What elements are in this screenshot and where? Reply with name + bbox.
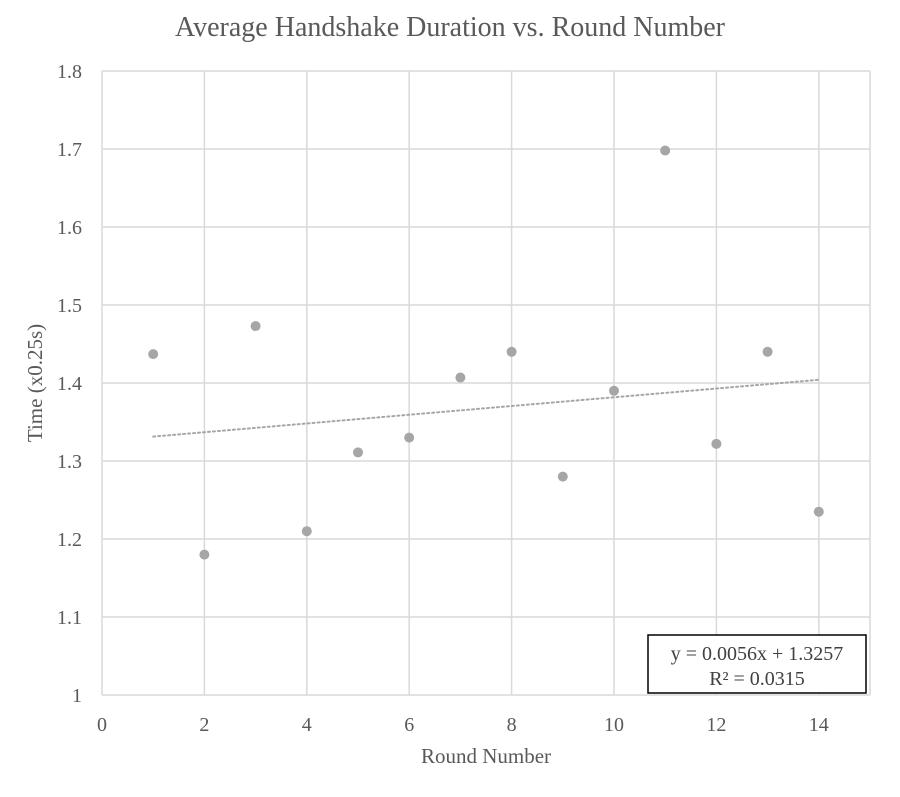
y-tick-label: 1.6 [57, 217, 82, 239]
trendline [152, 378, 820, 438]
data-point [301, 526, 312, 537]
y-tick-label: 1.7 [57, 139, 82, 161]
gridlines [102, 70, 871, 695]
data-point [199, 549, 210, 560]
chart-title: Average Handshake Duration vs. Round Num… [175, 12, 726, 43]
data-point [506, 346, 517, 357]
x-tick-label: 6 [404, 714, 414, 736]
y-axis-title: Time (x0.25s) [23, 324, 47, 442]
x-tick-label: 0 [97, 714, 107, 736]
trendline-layer [152, 378, 820, 438]
data-point [353, 447, 363, 458]
data-point [404, 432, 415, 443]
y-tick-label: 1.2 [57, 529, 82, 551]
axes [101, 71, 870, 696]
x-axis-title: Round Number [421, 744, 551, 768]
y-tick-label: 1.4 [57, 373, 82, 395]
x-tick-label: 8 [507, 714, 517, 736]
data-point [455, 372, 466, 383]
data-point [660, 145, 671, 156]
y-tick-label: 1.5 [57, 295, 82, 317]
data-point [609, 385, 619, 396]
x-tick-label: 4 [302, 714, 312, 736]
y-tick-label: 1.8 [57, 61, 82, 83]
data-point [250, 321, 261, 332]
data-point [711, 438, 722, 449]
data-point [813, 506, 824, 517]
data-point [557, 471, 568, 482]
trendline-equation-box: y = 0.0056x + 1.3257 R² = 0.0315 [647, 634, 867, 694]
y-tick-label: 1 [72, 685, 82, 707]
x-tick-label: 14 [809, 714, 829, 736]
data-points [148, 145, 824, 560]
y-tick-label: 1.1 [57, 607, 82, 629]
trendline-equation: y = 0.0056x + 1.3257 [671, 643, 844, 665]
data-point [762, 346, 773, 357]
tick-labels: 1 1.1 1.2 1.3 1.4 1.5 1.6 1.7 1.8 0 2 4 6 8 10 12 14 [57, 61, 829, 736]
trendline-r-squared: R² = 0.0315 [709, 668, 805, 690]
x-tick-label: 2 [199, 714, 209, 736]
data-point [148, 349, 159, 360]
x-tick-label: 12 [706, 714, 726, 736]
y-tick-label: 1.3 [57, 451, 82, 473]
x-tick-label: 10 [604, 714, 624, 736]
